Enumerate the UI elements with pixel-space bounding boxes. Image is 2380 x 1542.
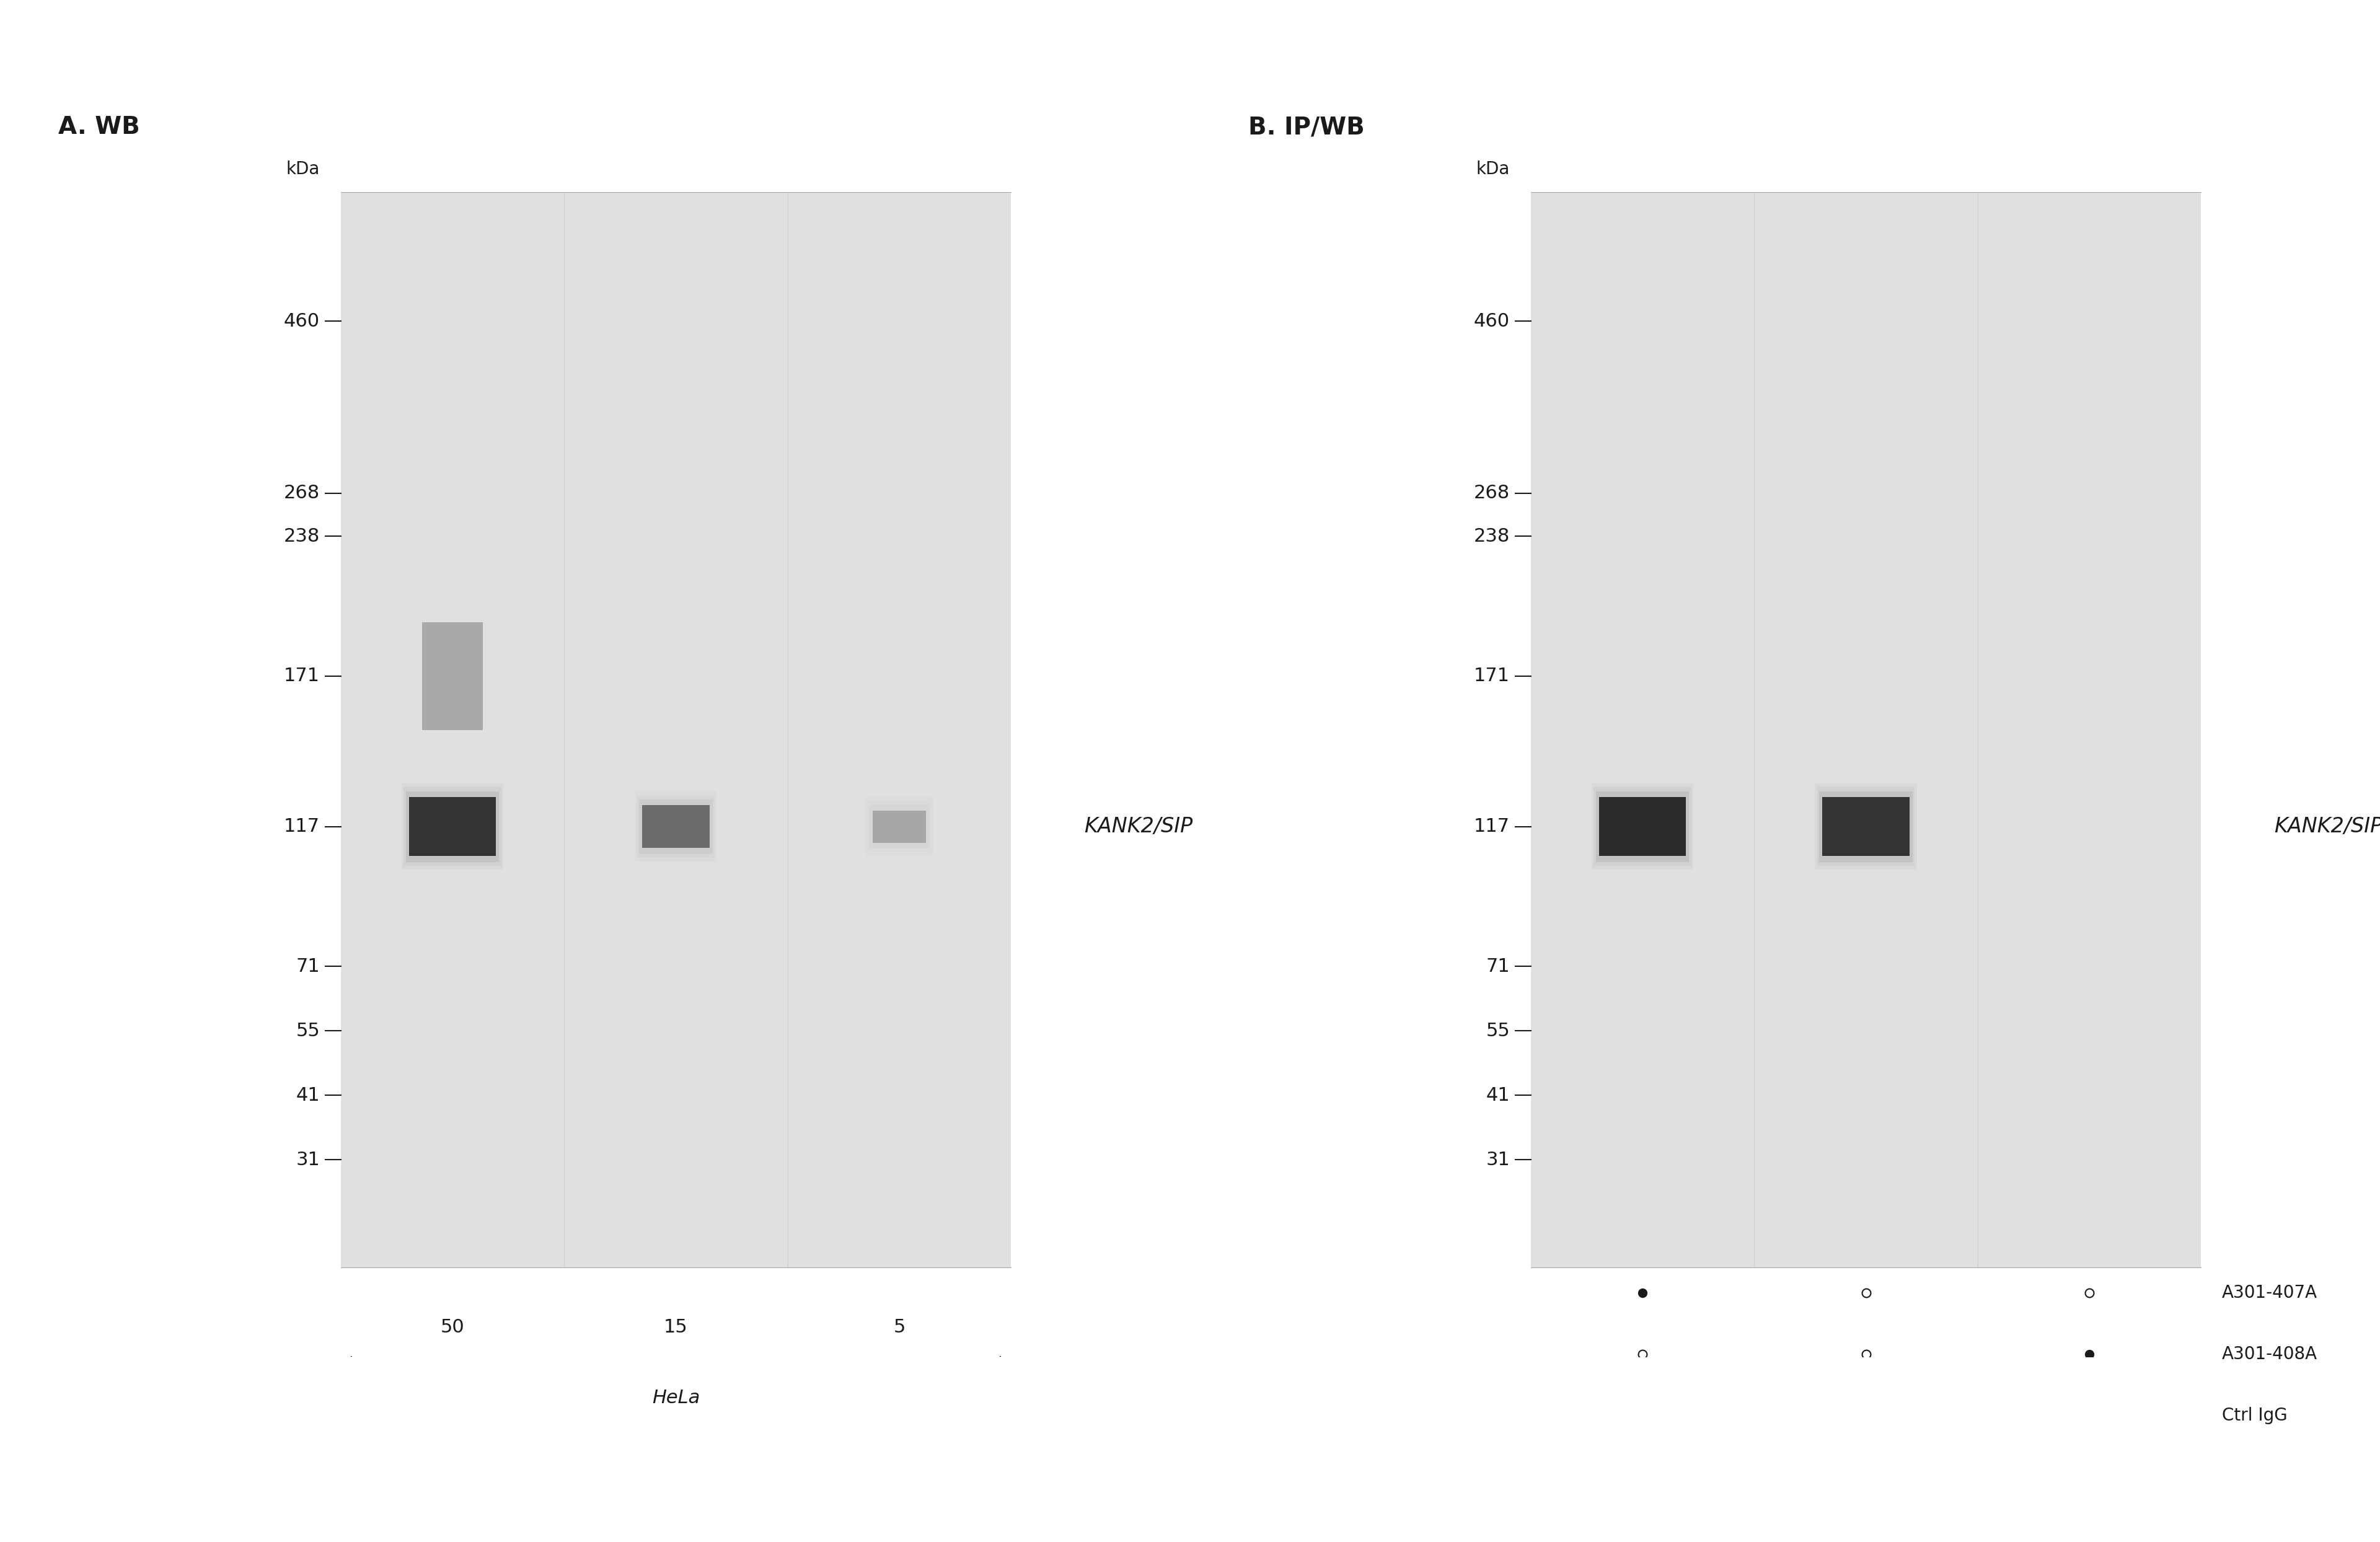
Text: KANK2/SIP: KANK2/SIP	[2275, 816, 2380, 837]
Text: 50: 50	[440, 1318, 464, 1337]
Bar	[635, 791, 716, 862]
Text: kDa: kDa	[286, 160, 319, 177]
Bar	[1823, 797, 1909, 856]
Text: 238: 238	[1473, 527, 1509, 546]
Text: 268: 268	[1473, 484, 1509, 503]
Bar	[405, 788, 502, 865]
Bar	[1592, 783, 1695, 870]
Bar	[1816, 783, 1916, 870]
Text: A301-408A: A301-408A	[2223, 1346, 2318, 1363]
Bar	[869, 805, 928, 848]
Text: 41: 41	[295, 1087, 319, 1104]
Text: A301-407A: A301-407A	[2223, 1284, 2318, 1301]
Text: 117: 117	[1473, 817, 1509, 836]
Text: 117: 117	[283, 817, 319, 836]
Text: 71: 71	[1485, 958, 1509, 976]
Bar	[873, 811, 926, 843]
Text: 55: 55	[295, 1022, 319, 1039]
Text: 238: 238	[283, 527, 319, 546]
Bar	[1816, 788, 1916, 865]
Text: 171: 171	[283, 668, 319, 685]
Text: 31: 31	[1485, 1150, 1509, 1169]
Bar	[340, 193, 1011, 1268]
Text: 55: 55	[1485, 1022, 1509, 1039]
Bar	[1597, 791, 1690, 862]
Text: HeLa: HeLa	[652, 1389, 700, 1406]
Text: 41: 41	[1485, 1087, 1509, 1104]
Text: 71: 71	[295, 958, 319, 976]
Bar	[1530, 193, 2202, 1268]
Bar	[402, 783, 505, 870]
Bar	[1595, 788, 1692, 865]
Bar	[638, 796, 714, 857]
Text: A. WB: A. WB	[57, 116, 140, 139]
Text: 460: 460	[1473, 313, 1509, 330]
Text: kDa: kDa	[1476, 160, 1509, 177]
Text: 460: 460	[283, 313, 319, 330]
Text: 5: 5	[892, 1318, 904, 1337]
Text: 268: 268	[283, 484, 319, 503]
Bar	[866, 800, 931, 853]
Text: 15: 15	[664, 1318, 688, 1337]
Text: B. IP/WB: B. IP/WB	[1247, 116, 1364, 139]
Bar	[409, 797, 495, 856]
Text: Ctrl IgG: Ctrl IgG	[2223, 1408, 2287, 1425]
Bar	[1599, 797, 1685, 856]
Bar	[1818, 791, 1914, 862]
Bar	[407, 791, 500, 862]
Text: KANK2/SIP: KANK2/SIP	[1085, 816, 1192, 837]
Text: 31: 31	[295, 1150, 319, 1169]
Bar	[640, 799, 712, 854]
Bar	[866, 797, 933, 856]
Bar	[421, 623, 483, 729]
Bar	[643, 805, 709, 848]
Text: 171: 171	[1473, 668, 1509, 685]
